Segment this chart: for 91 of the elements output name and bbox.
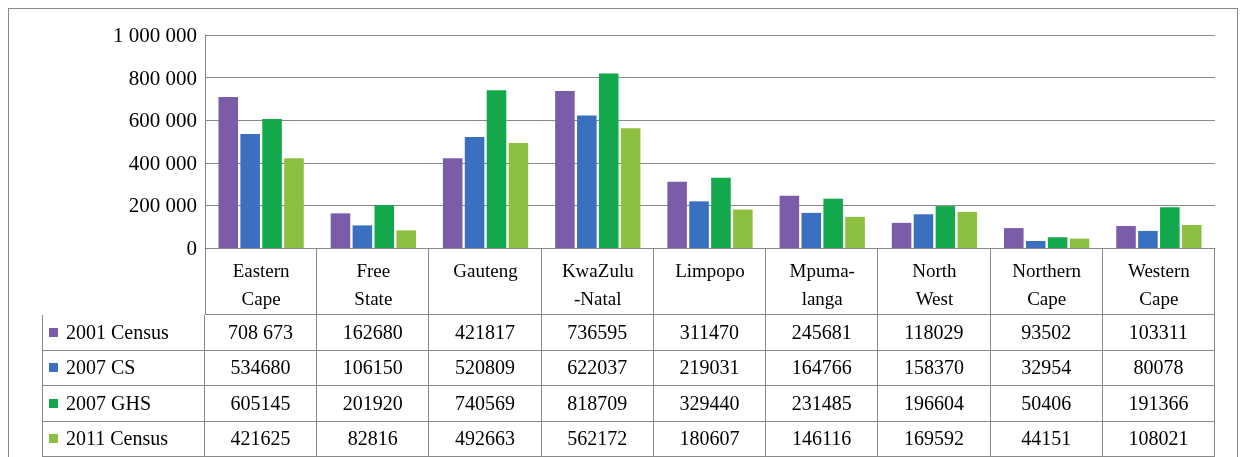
- bar: [1047, 237, 1068, 248]
- x-tick-label: Mpuma-langa: [789, 259, 855, 309]
- data-label: 219031: [653, 350, 767, 386]
- data-label: 191366: [1102, 386, 1215, 422]
- data-label: 534680: [205, 350, 318, 386]
- bar: [667, 181, 687, 248]
- data-label: 736595: [541, 315, 654, 351]
- data-label: 520809: [429, 350, 542, 386]
- data-label: 329440: [653, 386, 767, 422]
- bar: [823, 198, 843, 248]
- bar: [1025, 240, 1046, 248]
- data-label: 164766: [766, 350, 879, 386]
- bar: [891, 222, 912, 248]
- data-label: 180607: [653, 421, 767, 457]
- data-label: 32954: [990, 350, 1103, 386]
- bar: [374, 204, 395, 248]
- data-label: 196604: [878, 386, 991, 422]
- bar: [801, 212, 822, 248]
- legend-label: 2011 Census: [66, 427, 169, 451]
- x-tick-label: Limpopo: [675, 259, 745, 281]
- x-tick-label: Gauteng: [453, 259, 519, 281]
- y-tick-label: 800 000: [128, 65, 197, 90]
- data-label: 108021: [1102, 421, 1215, 457]
- bar: [1181, 224, 1202, 248]
- data-label: 146116: [766, 421, 879, 457]
- bar: [779, 195, 800, 248]
- legend-label: 2001 Census: [66, 320, 169, 344]
- bar: [396, 230, 416, 248]
- bar: [284, 158, 304, 248]
- x-tick-label: Free State: [354, 259, 393, 309]
- bar: [1116, 225, 1136, 248]
- bar: [913, 214, 934, 248]
- data-label: 708 673: [205, 315, 318, 351]
- bar: [555, 91, 575, 248]
- x-tick-label: Northern Cape: [1012, 259, 1082, 309]
- data-label: 50406: [990, 386, 1103, 422]
- data-label: 421625: [205, 421, 318, 457]
- bar: [1069, 238, 1090, 248]
- data-label: 82816: [317, 421, 430, 457]
- bar: [218, 97, 239, 248]
- data-label: 106150: [317, 350, 430, 386]
- bar: [598, 73, 619, 248]
- bar: [508, 143, 529, 248]
- bar: [935, 206, 956, 248]
- data-label: 421817: [429, 315, 542, 351]
- data-label: 103311: [1102, 315, 1215, 351]
- data-label: 93502: [990, 315, 1103, 351]
- bar: [577, 115, 597, 248]
- data-label: 162680: [317, 315, 430, 351]
- y-tick-label: 200 000: [128, 193, 197, 218]
- data-label: 622037: [541, 350, 654, 386]
- bar: [442, 158, 463, 248]
- y-tick-label: 600 000: [128, 108, 197, 133]
- bar: [1004, 228, 1024, 248]
- data-label: 169592: [878, 421, 991, 457]
- bar: [733, 209, 753, 248]
- x-tick-label: North West: [912, 259, 958, 309]
- data-label: 118029: [878, 315, 991, 351]
- bar: [262, 119, 282, 248]
- data-label: 231485: [766, 386, 879, 422]
- legend-label: 2007 GHS: [66, 391, 152, 415]
- bar: [240, 134, 260, 248]
- bar: [1138, 230, 1158, 248]
- x-tick-label: Western Cape: [1128, 259, 1191, 309]
- bar: [845, 216, 865, 248]
- data-label: 562172: [541, 421, 654, 457]
- x-tick-label: KwaZulu-Natal: [561, 259, 635, 309]
- data-label: 80078: [1102, 350, 1215, 386]
- x-tick-label: Eastern Cape: [232, 259, 291, 309]
- bar: [352, 225, 373, 248]
- bar: [464, 137, 485, 248]
- y-tick-label: 400 000: [128, 150, 197, 175]
- data-label: 158370: [878, 350, 991, 386]
- data-label: 818709: [541, 386, 654, 422]
- data-label: 44151: [990, 421, 1103, 457]
- data-label: 201920: [317, 386, 430, 422]
- bar: [330, 213, 351, 248]
- y-tick-label: 0: [186, 236, 197, 260]
- bar: [957, 211, 978, 248]
- bar: [486, 90, 507, 248]
- bar: [689, 201, 709, 248]
- y-tick-label: 1 000 000: [113, 23, 197, 47]
- legend-label: 2007 CS: [66, 356, 136, 380]
- data-label: 245681: [766, 315, 879, 351]
- bar: [620, 128, 641, 248]
- data-label: 740569: [429, 386, 542, 422]
- data-label: 492663: [429, 421, 542, 457]
- data-label: 311470: [653, 315, 767, 351]
- data-label: 605145: [205, 386, 318, 422]
- bar: [1160, 207, 1180, 248]
- bar: [711, 177, 731, 248]
